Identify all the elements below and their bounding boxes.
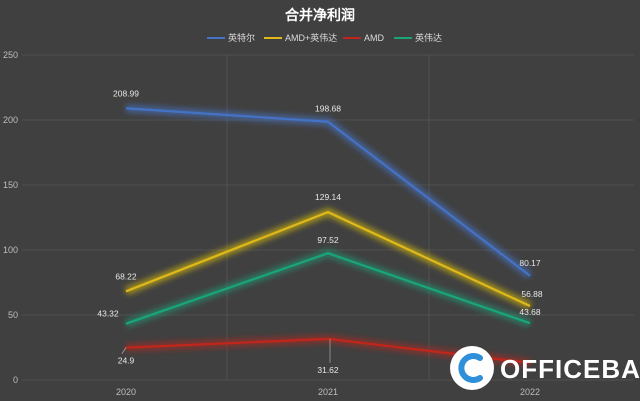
data-label: 208.99 [113, 88, 139, 98]
y-tick-label: 200 [3, 115, 18, 125]
y-tick-label: 100 [3, 245, 18, 255]
y-tick-label: 50 [8, 310, 18, 320]
data-label: 97.52 [317, 235, 339, 245]
x-tick-label: 2021 [318, 387, 338, 397]
data-label: 198.68 [315, 104, 341, 114]
legend-entry: 英伟达 [415, 32, 442, 43]
data-label: 56.88 [521, 289, 543, 299]
officeba-logo-mark [458, 353, 483, 383]
legend-entry: 英特尔 [228, 32, 255, 43]
data-labels: 24.9 31.62 43.32 97.52 43.68 208.99 198.68 80.1… [97, 88, 543, 375]
data-label: 80.17 [519, 258, 541, 268]
watermark: OFFICEBA [450, 346, 640, 390]
data-label: 24.9 [118, 356, 135, 366]
y-tick-label: 250 [3, 50, 18, 60]
chart-title: 合并净利润 [285, 7, 355, 23]
x-axis-ticks: 2020 2021 2022 [116, 387, 540, 397]
data-label: 129.14 [315, 192, 341, 202]
x-tick-label: 2020 [116, 387, 136, 397]
x-tick-label: 2022 [520, 387, 540, 397]
data-label: 31.62 [317, 365, 339, 375]
data-label: 43.68 [519, 307, 541, 317]
legend-entry: AMD [364, 33, 385, 43]
watermark-text: OFFICEBA [500, 354, 640, 384]
data-label: 68.22 [115, 271, 137, 281]
leader-line [121, 347, 127, 354]
y-tick-label: 150 [3, 180, 18, 190]
legend: 英特尔 AMD+英伟达 AMD 英伟达 [207, 32, 442, 43]
officeba-logo-icon [450, 346, 494, 390]
y-tick-label: 0 [13, 375, 18, 385]
y-axis-ticks: 0 50 100 150 200 250 [3, 50, 18, 385]
legend-entry: AMD+英伟达 [285, 32, 337, 43]
data-label: 43.32 [97, 309, 119, 319]
